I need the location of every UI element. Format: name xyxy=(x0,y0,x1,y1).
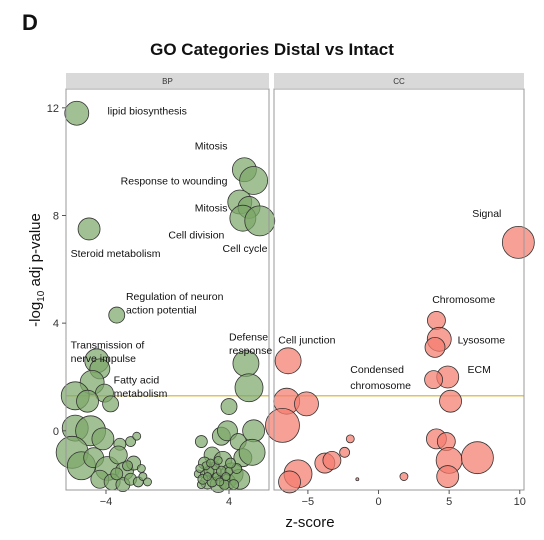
facet-strip-label-bp: BP xyxy=(162,77,173,86)
data-point-bp-71 xyxy=(215,477,225,487)
data-point-bp-14 xyxy=(76,389,99,413)
data-point-bp-76 xyxy=(225,457,236,469)
annotation-bp-12: metabolism xyxy=(114,388,168,400)
data-point-bp-6 xyxy=(244,205,276,237)
data-point-cc-10 xyxy=(265,408,300,443)
data-point-cc-21 xyxy=(436,465,460,488)
data-point-bp-74 xyxy=(195,464,205,473)
data-point-cc-23 xyxy=(355,477,360,482)
y-tick-label-1: 4 xyxy=(53,318,59,330)
panel-frames-layer xyxy=(62,73,525,494)
data-point-cc-14 xyxy=(339,446,351,458)
data-point-cc-4 xyxy=(274,347,302,375)
annotation-bp-1: Mitosis xyxy=(195,141,228,153)
data-point-bp-20 xyxy=(91,427,115,451)
data-point-bp-44 xyxy=(220,398,238,415)
data-point-bp-15 xyxy=(102,395,119,413)
data-point-bp-70 xyxy=(206,458,215,468)
y-axis-title-main: -log xyxy=(27,302,44,327)
annotation-bp-5: Cell cycle xyxy=(223,243,268,255)
data-point-cc-8 xyxy=(294,391,319,417)
annotation-cc-5: chromosome xyxy=(350,380,411,392)
x-tick-label-cc-3: 10 xyxy=(514,496,526,508)
data-point-bp-0 xyxy=(64,100,90,126)
y-axis-title-tail: adj p-value xyxy=(27,213,44,291)
data-point-bp-75 xyxy=(221,472,231,481)
data-point-bp-25 xyxy=(125,436,136,447)
data-point-bp-78 xyxy=(203,472,212,481)
data-point-cc-9 xyxy=(439,389,462,413)
x-axis-title: z-score xyxy=(285,514,335,531)
data-point-bp-40 xyxy=(132,431,142,441)
annotation-cc-6: ECM xyxy=(468,364,491,376)
panel-frame-bp xyxy=(65,88,270,491)
data-point-bp-2 xyxy=(239,166,269,195)
data-point-bp-77 xyxy=(213,455,223,465)
x-tick-label-cc-2: 5 xyxy=(446,496,452,508)
annotation-bp-6: Steroid metabolism xyxy=(71,248,161,260)
y-tick-label-2: 8 xyxy=(53,210,59,222)
x-tick-label-bp-1: 4 xyxy=(226,496,232,508)
data-point-cc-16 xyxy=(322,450,342,470)
annotation-bp-9: Transmission of xyxy=(71,340,145,352)
svg-text:-log10 adj p-value: -log10 adj p-value xyxy=(27,213,47,327)
facet-strip-label-cc: CC xyxy=(393,77,405,86)
chart-title: GO Categories Distal vs Intact xyxy=(150,40,394,59)
y-tick-label-3: 12 xyxy=(47,103,59,115)
data-point-cc-20 xyxy=(278,470,301,494)
annotation-bp-11: Fatty acid xyxy=(114,375,160,387)
data-point-bp-41 xyxy=(194,435,208,448)
data-point-cc-1 xyxy=(427,311,446,330)
data-point-cc-0 xyxy=(501,226,535,259)
data-point-bp-8 xyxy=(108,306,126,324)
data-point-bp-37 xyxy=(122,460,133,472)
data-point-bp-53 xyxy=(238,438,266,466)
annotation-bp-14: response xyxy=(229,345,272,357)
annotation-bp-2: Response to wounding xyxy=(121,176,228,188)
annotation-bp-8: action potential xyxy=(126,305,197,317)
annotation-cc-3: Lysosome xyxy=(458,334,506,346)
annotation-bp-3: Mitosis xyxy=(195,202,228,214)
data-point-cc-18 xyxy=(460,441,494,475)
data-point-bp-36 xyxy=(110,467,124,481)
data-point-cc-3 xyxy=(424,336,446,358)
annotation-bp-10: nerve impulse xyxy=(71,353,137,365)
data-point-bp-39 xyxy=(136,464,146,473)
text-layer: BP −4 4 0 4 8 12 lipid biosynthesis Mitosis Respo… xyxy=(47,77,526,508)
data-point-cc-11 xyxy=(345,434,355,444)
annotation-bp-0: lipid biosynthesis xyxy=(108,106,187,118)
y-tick-label-0: 0 xyxy=(53,426,59,438)
y-axis-title-subscript: 10 xyxy=(36,290,47,302)
x-tick-label-cc-0: −5 xyxy=(302,496,315,508)
annotation-cc-0: Signal xyxy=(472,208,501,220)
data-point-cc-6 xyxy=(424,370,444,390)
data-point-bp-67 xyxy=(228,479,240,491)
annotation-cc-1: Chromosome xyxy=(432,294,495,306)
annotation-bp-13: Defense xyxy=(229,332,268,344)
data-point-bp-7 xyxy=(77,217,101,241)
data-point-bp-38 xyxy=(143,477,152,487)
x-tick-label-cc-1: 0 xyxy=(375,496,381,508)
y-axis-title: -log10 adj p-value xyxy=(27,213,47,327)
annotation-cc-4: Condensed xyxy=(350,364,404,376)
facet-strip-bp xyxy=(66,73,269,88)
data-point-bp-17 xyxy=(234,373,264,403)
data-point-bp-47 xyxy=(242,419,266,443)
panel-frame-cc xyxy=(273,88,525,491)
annotation-bp-4: Cell division xyxy=(168,229,224,241)
panel-letter: D xyxy=(22,10,38,35)
annotation-bp-7: Regulation of neuron xyxy=(126,291,224,303)
facet-strip-cc xyxy=(274,73,524,88)
data-point-bp-27 xyxy=(108,445,128,465)
annotation-cc-2: Cell junction xyxy=(278,334,335,346)
x-tick-label-bp-0: −4 xyxy=(100,496,113,508)
data-point-cc-22 xyxy=(399,472,409,481)
